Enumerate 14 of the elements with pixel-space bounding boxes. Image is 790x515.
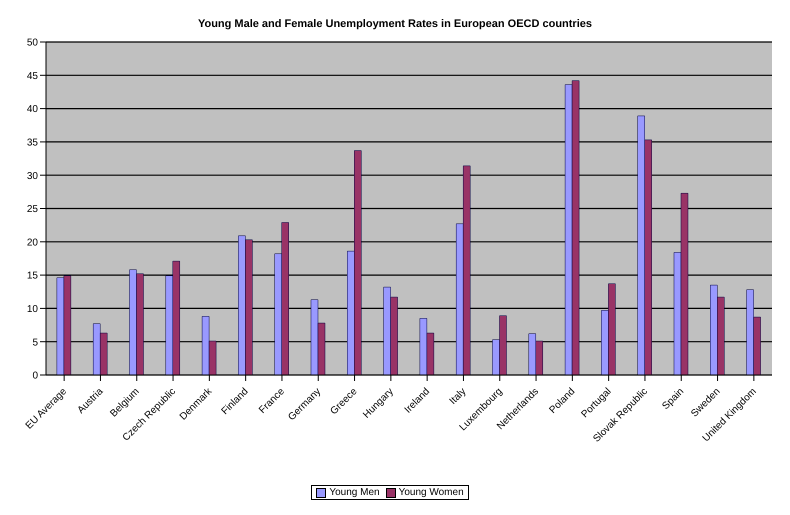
y-tick-label: 20 [26,237,38,248]
legend-label: Young Men [328,487,380,498]
y-tick-label: 50 [26,38,38,49]
y-tick-label: 10 [26,304,38,315]
y-tick-label: 35 [26,137,38,148]
y-tick-label: 5 [32,337,38,348]
y-tick-label: 15 [26,270,38,282]
legend-label: Young Women [398,487,464,498]
y-tick-label: 40 [26,104,38,116]
y-tick-label: 45 [26,70,38,82]
y-tick-label: 25 [26,204,38,216]
chart-title: Young Male and Female Unemployment Rates in European OECD countries [196,17,594,30]
y-tick-label: 0 [32,370,38,382]
y-tick-label: 30 [26,170,38,182]
